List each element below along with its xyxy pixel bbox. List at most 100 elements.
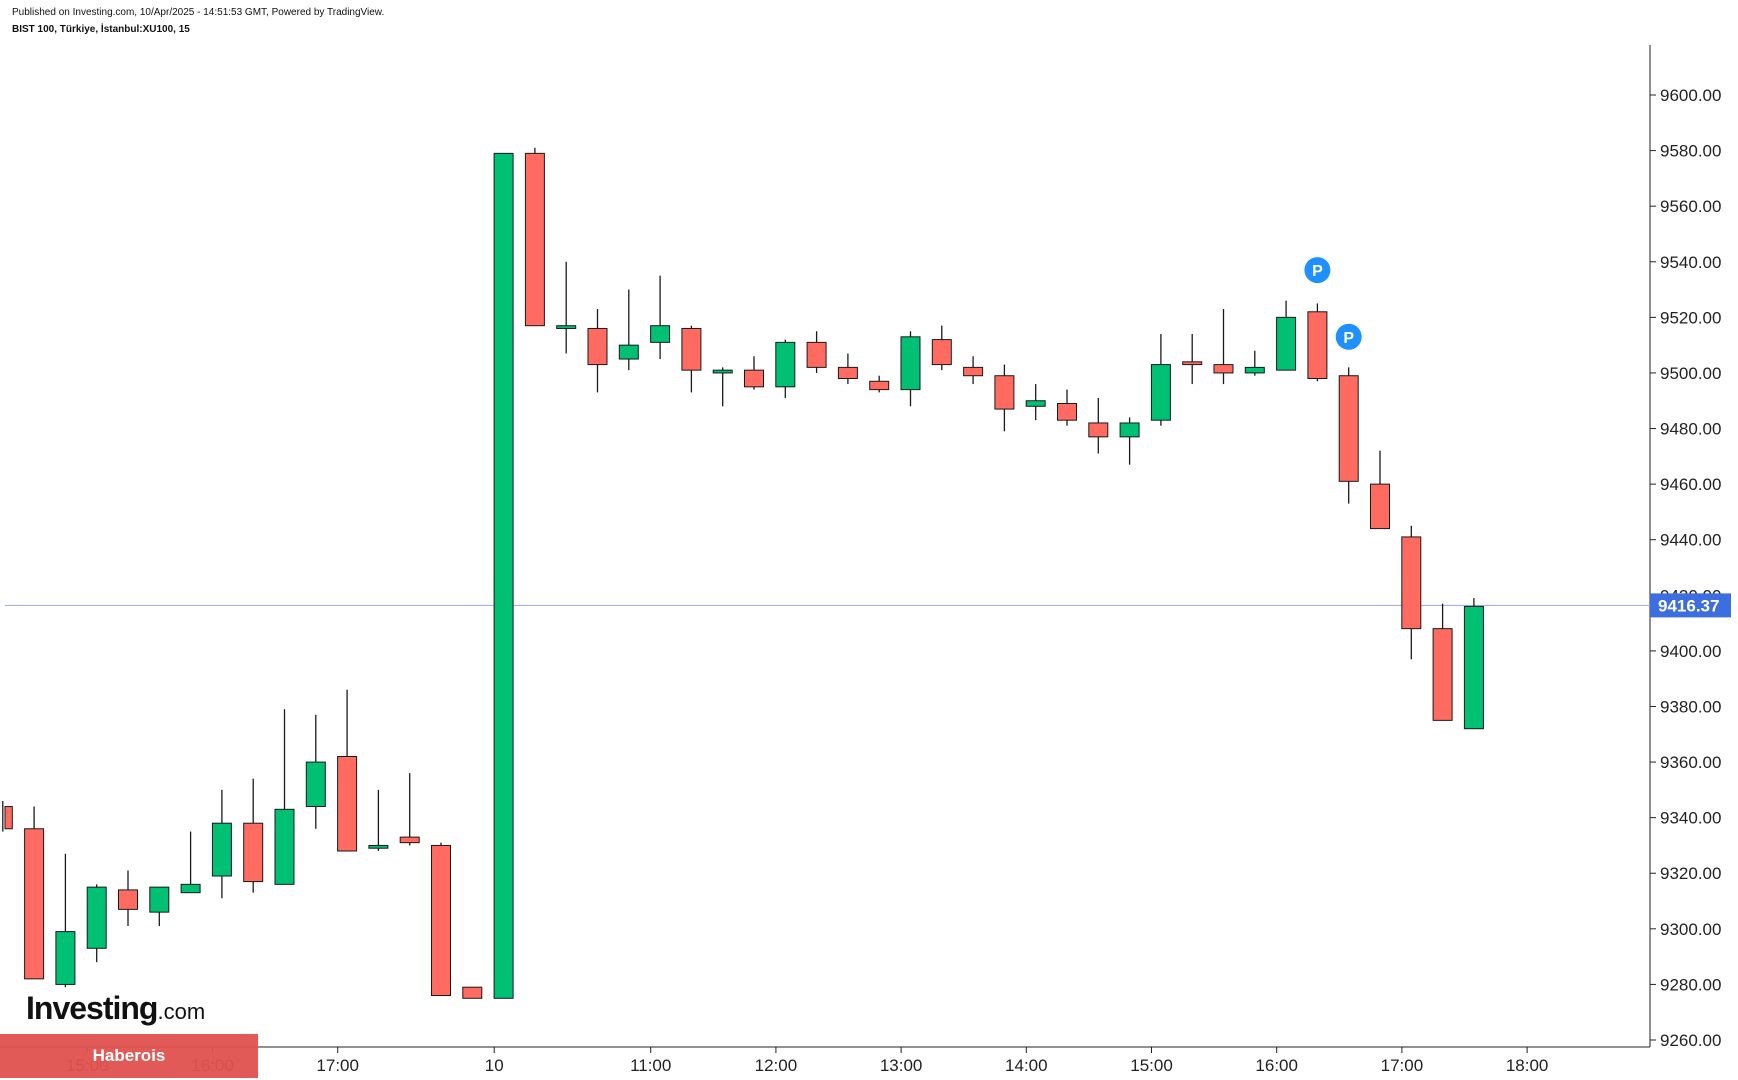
y-tick-label: 9360.00 xyxy=(1660,753,1721,772)
x-tick-label: 17:00 xyxy=(316,1056,359,1075)
x-tick-label: 12:00 xyxy=(755,1056,798,1075)
candle-body-up xyxy=(1025,400,1046,407)
y-tick-label: 9440.00 xyxy=(1660,531,1721,550)
candle-body-up xyxy=(1150,364,1171,421)
x-tick-label: 11:00 xyxy=(630,1056,671,1075)
candle-body-down xyxy=(587,327,608,366)
candle-body-down xyxy=(431,844,451,997)
candle xyxy=(399,773,420,846)
candle-body-down xyxy=(1401,536,1422,630)
markers-group: PP xyxy=(1304,257,1362,350)
candle xyxy=(462,986,483,999)
candle xyxy=(149,886,170,927)
y-tick-label: 9480.00 xyxy=(1660,420,1721,439)
candle-body-down xyxy=(1213,364,1234,374)
candle-body-down xyxy=(1057,403,1077,421)
candle xyxy=(1338,367,1359,504)
y-tick-label: 9600.00 xyxy=(1660,86,1721,105)
candle xyxy=(775,339,796,398)
y-tick-label: 9460.00 xyxy=(1660,475,1721,494)
candle-body-up xyxy=(712,369,733,374)
x-tick-label: 15:00 xyxy=(1130,1056,1173,1075)
candle-body-down xyxy=(524,152,545,327)
candle xyxy=(1213,309,1234,385)
marker-circle xyxy=(1304,257,1331,284)
x-tick-label: 17:00 xyxy=(1381,1056,1424,1075)
y-tick-label: 9320.00 xyxy=(1660,864,1721,883)
candle xyxy=(931,325,952,371)
x-tick-label: 10 xyxy=(485,1056,504,1075)
candle-body-up xyxy=(618,344,639,360)
candle xyxy=(1432,603,1453,721)
candle-body-down xyxy=(1307,311,1328,380)
candle xyxy=(681,325,702,393)
candle xyxy=(2,800,13,832)
candle-body-down xyxy=(931,339,952,366)
candle xyxy=(493,152,514,999)
candle-body-up xyxy=(650,325,671,343)
y-tick-label: 9400.00 xyxy=(1660,642,1721,661)
candle xyxy=(1244,350,1265,376)
candle xyxy=(1276,300,1297,371)
publication-marker[interactable]: P xyxy=(1335,323,1362,350)
logo-domain-text: .com xyxy=(157,999,206,1024)
candle-body-down xyxy=(869,380,890,391)
candle-body-down xyxy=(1432,628,1453,721)
marker-label: P xyxy=(1312,263,1323,280)
candle-body-up xyxy=(274,808,295,885)
candle xyxy=(431,842,451,997)
candle xyxy=(712,367,733,407)
candle xyxy=(650,275,671,360)
candle xyxy=(837,353,858,385)
candle-body-up xyxy=(775,341,796,388)
candle-body-up xyxy=(493,152,514,999)
candle xyxy=(55,853,76,988)
y-tick-label: 9300.00 xyxy=(1660,920,1721,939)
candle-body-up xyxy=(305,761,326,808)
candle xyxy=(337,689,358,852)
candle-body-down xyxy=(399,836,420,844)
publication-marker[interactable]: P xyxy=(1304,257,1331,284)
candle xyxy=(806,331,827,373)
candle-body-down xyxy=(806,341,827,368)
candle-body-up xyxy=(180,883,201,894)
candle-body-up xyxy=(55,931,76,985)
candle xyxy=(1401,525,1422,660)
y-tick-label: 9580.00 xyxy=(1660,142,1721,161)
candle-body-down xyxy=(994,375,1015,410)
candle-body-down xyxy=(24,828,45,980)
candle xyxy=(243,778,264,893)
x-axis: 15:0016:0017:001011:0012:0013:0014:0015:… xyxy=(66,1047,1548,1075)
symbol-title: BIST 100, Türkiye, İstanbul:XU100, 15 xyxy=(12,24,190,35)
candle-body-down xyxy=(118,889,138,910)
candle-body-down xyxy=(744,369,764,388)
candle-body-down xyxy=(462,986,483,999)
candle-body-up xyxy=(1463,605,1484,730)
candle-body-down xyxy=(4,806,13,830)
current-price-label: 9416.37 xyxy=(1658,596,1719,615)
investing-logo: Investing.com xyxy=(26,990,205,1027)
watermark-badge: Haberois xyxy=(0,1034,258,1078)
y-tick-label: 9340.00 xyxy=(1660,809,1721,828)
x-tick-label: 14:00 xyxy=(1005,1056,1048,1075)
candle-body-down xyxy=(1182,361,1203,366)
candle xyxy=(1088,397,1109,454)
candle-body-up xyxy=(1244,366,1265,374)
candle-body-down xyxy=(963,366,984,377)
candle-body-up xyxy=(1276,316,1297,371)
candle xyxy=(618,289,639,371)
candle xyxy=(1119,417,1140,465)
candle xyxy=(900,331,921,407)
candle xyxy=(1307,303,1328,382)
candle xyxy=(963,356,984,385)
candle xyxy=(180,831,201,894)
x-tick-label: 18:00 xyxy=(1506,1056,1549,1075)
y-axis: 9260.00 9280.00 9300.00 9320.00 9340.00 9360.… xyxy=(1650,86,1721,1050)
logo-main-text: Investing xyxy=(26,990,158,1026)
y-tick-label: 9560.00 xyxy=(1660,197,1721,216)
candles-group xyxy=(2,147,1484,999)
candle-body-up xyxy=(149,886,170,913)
published-note: Published on Investing.com, 10/Apr/2025 … xyxy=(12,7,385,18)
candle xyxy=(305,714,326,829)
